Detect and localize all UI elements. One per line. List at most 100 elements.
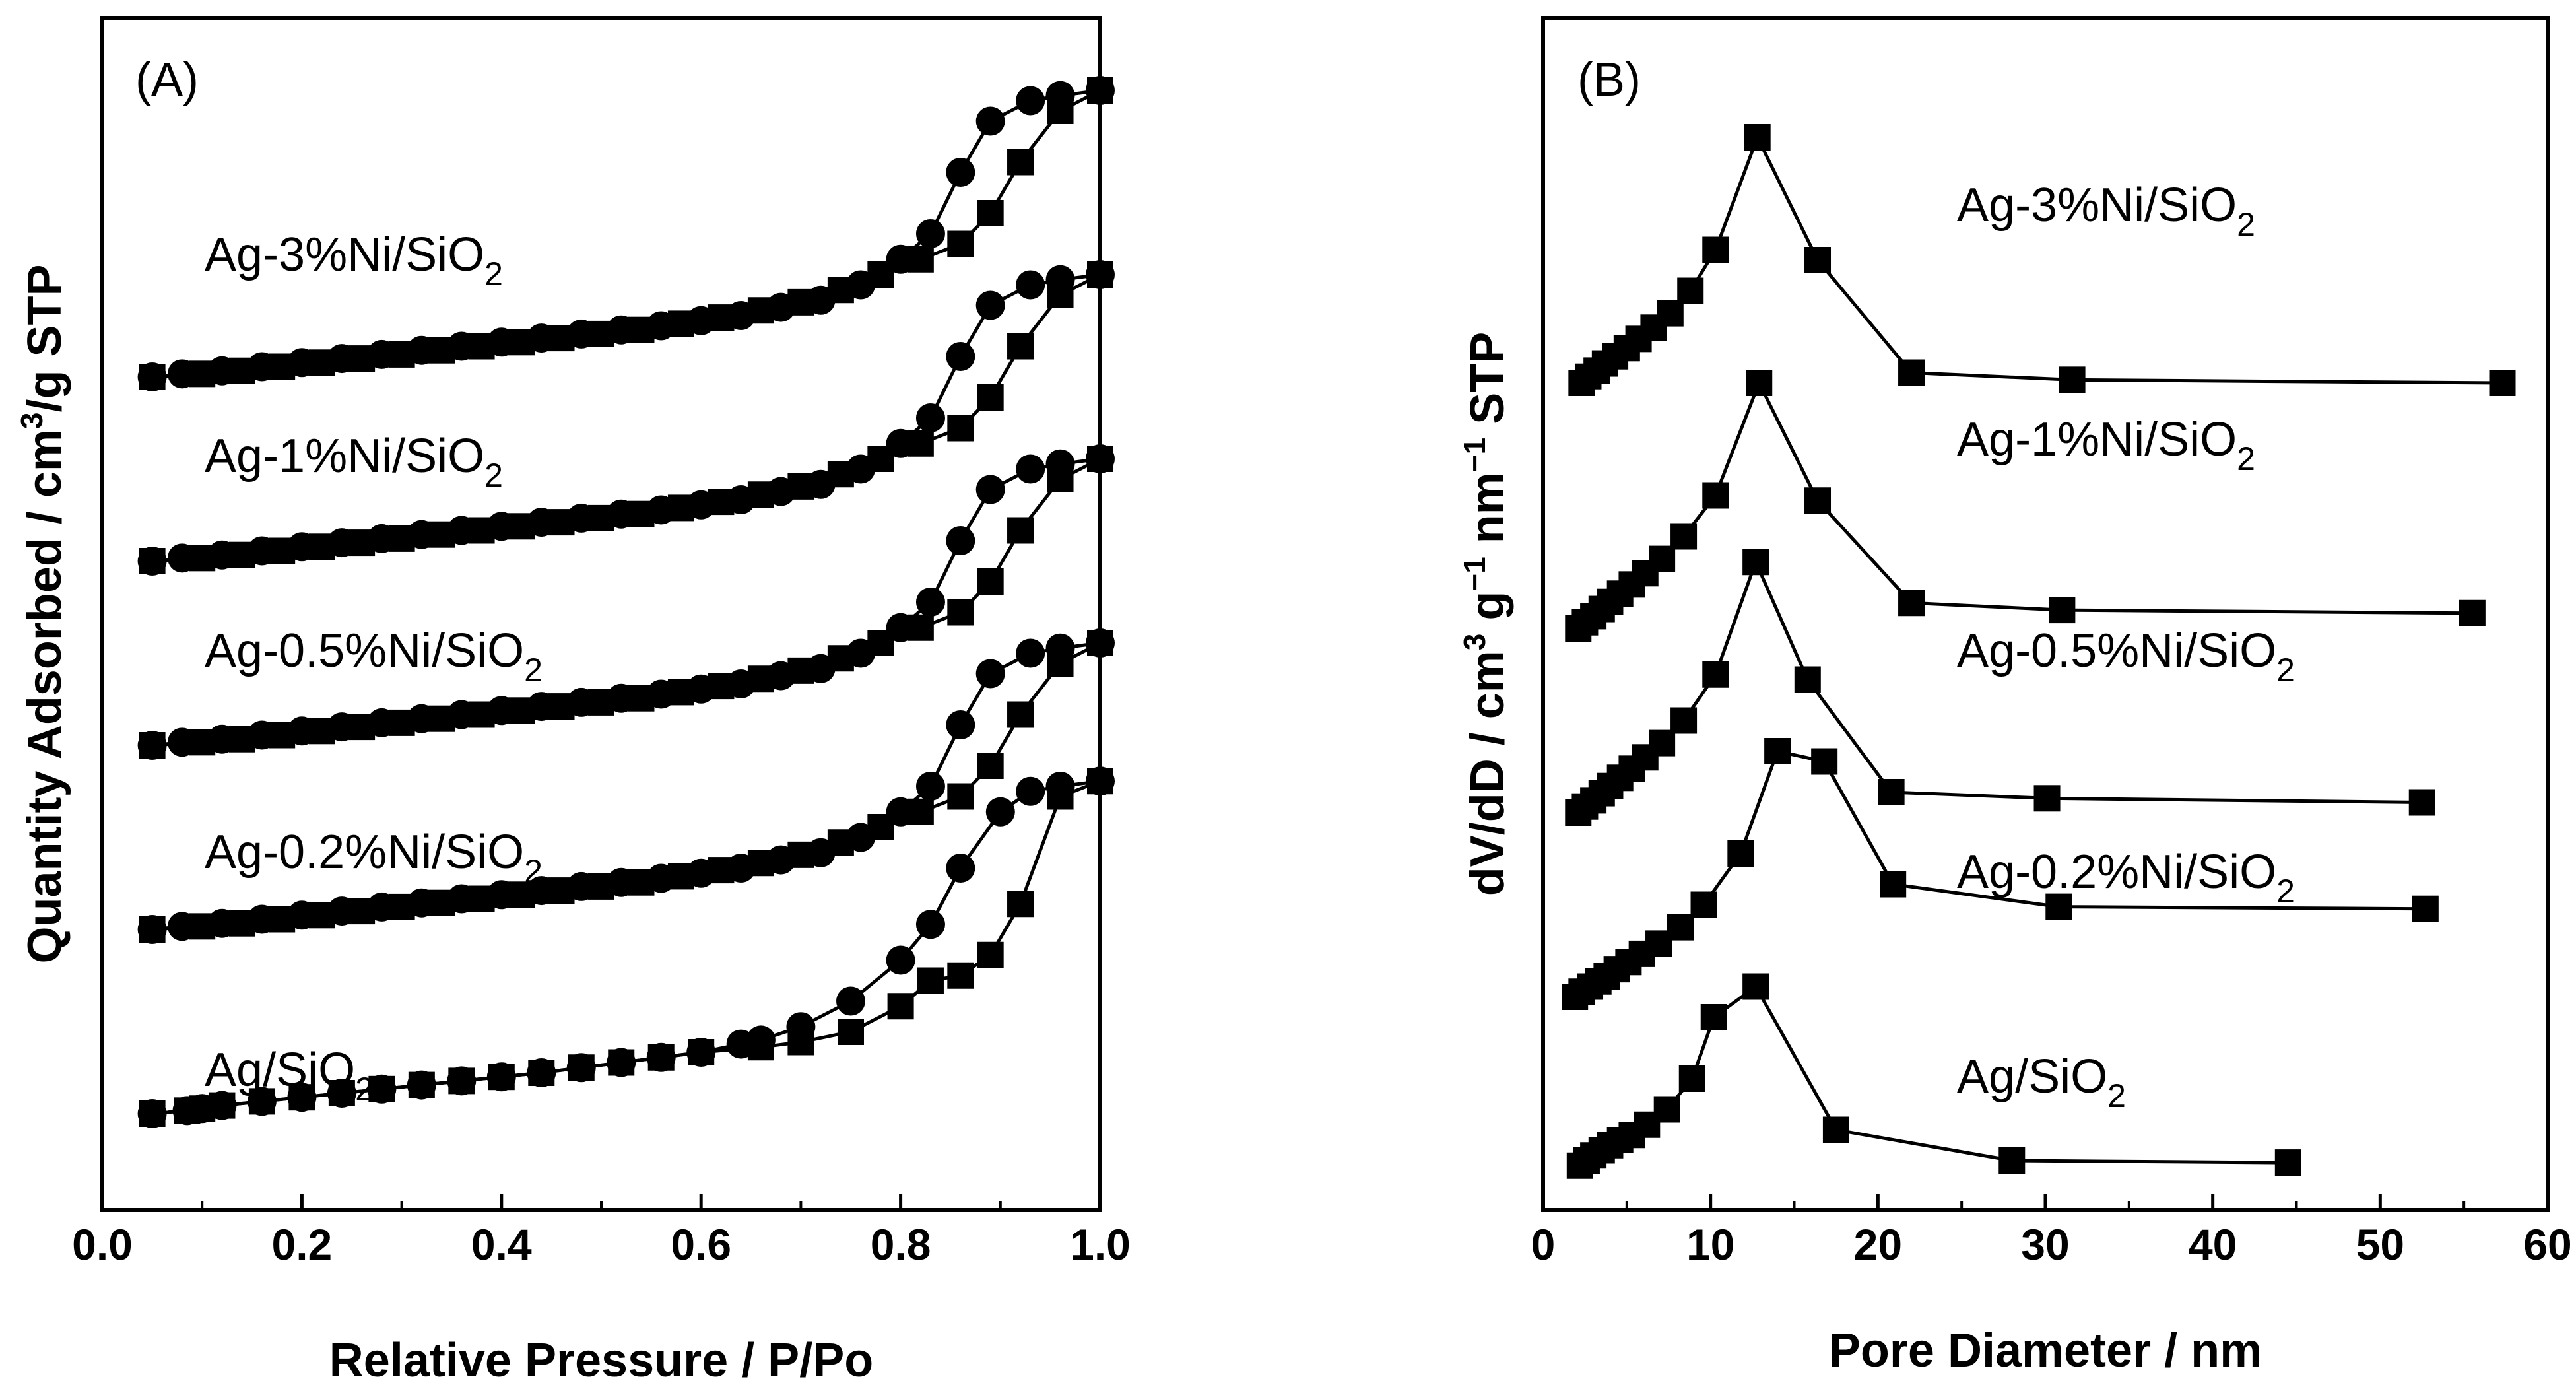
adsorption-point xyxy=(407,704,436,733)
desorption-point xyxy=(1007,333,1034,360)
pore-distribution-point xyxy=(1700,1004,1727,1030)
adsorption-point xyxy=(327,344,356,374)
pore-distribution-point xyxy=(1649,545,1676,572)
panel-b-y-title-a: dV/dD / cm xyxy=(1461,650,1514,896)
adsorption-point xyxy=(566,319,596,349)
adsorption-point xyxy=(367,1074,397,1104)
adsorption-point xyxy=(1045,81,1075,110)
panel-b-series-label-main: Ag-3%Ni/SiO xyxy=(1957,179,2237,232)
desorption-point xyxy=(947,783,974,810)
pore-distribution-point xyxy=(1670,523,1698,550)
adsorption-point xyxy=(367,892,397,922)
pore-distribution-point xyxy=(2049,597,2076,624)
adsorption-point xyxy=(766,477,796,506)
desorption-point xyxy=(947,599,974,626)
adsorption-point xyxy=(946,526,975,555)
adsorption-point xyxy=(1045,633,1075,663)
adsorption-point xyxy=(367,524,397,553)
panel-a: 0.0 0.2 0.4 0.6 0.8 1.0 Ag/SiO2Ag-0.2%Ni/SiO2… xyxy=(15,16,1131,1385)
pore-distribution-point xyxy=(1804,487,1832,514)
panel-a-x-ticks: 0.0 0.2 0.4 0.6 0.8 1.0 xyxy=(72,1194,1131,1269)
panel-a-series-label-main: Ag/SiO xyxy=(205,1044,355,1097)
x-tick-label: 10 xyxy=(1686,1220,1734,1269)
pore-distribution-point xyxy=(1727,840,1754,867)
adsorption-point xyxy=(247,1087,277,1116)
adsorption-point xyxy=(886,244,915,274)
x-tick-label: 0 xyxy=(1531,1220,1556,1269)
adsorption-point xyxy=(407,520,436,549)
panel-b-y-title-b: g xyxy=(1461,591,1514,634)
adsorption-point xyxy=(247,904,277,934)
pore-distribution-point xyxy=(1702,661,1729,688)
pore-distribution-point xyxy=(1811,748,1838,775)
panel-b-y-title-sup2: −1 xyxy=(1457,557,1492,591)
adsorption-point xyxy=(137,731,167,760)
adsorption-point xyxy=(287,1083,317,1112)
adsorption-point xyxy=(915,910,945,939)
adsorption-point xyxy=(946,158,975,187)
pore-distribution-point xyxy=(1764,738,1791,764)
panel-b-series-label: Ag-3%Ni/SiO2 xyxy=(1957,179,2255,243)
panel-b-series-label-main: Ag-0.2%Ni/SiO xyxy=(1957,846,2276,898)
adsorption-point xyxy=(207,1091,237,1120)
panel-a-series-label: Ag-0.2%Ni/SiO2 xyxy=(205,826,543,890)
adsorption-point xyxy=(786,1012,816,1042)
adsorption-point xyxy=(726,301,756,330)
desorption-point xyxy=(887,993,914,1020)
x-tick-label: 0.8 xyxy=(871,1220,931,1269)
adsorption-point xyxy=(686,490,716,520)
desorption-point xyxy=(917,967,944,994)
adsorption-point xyxy=(806,469,836,499)
panel-b-series: Ag/SiO2Ag-0.2%Ni/SiO2Ag-0.5%Ni/SiO2Ag-1%… xyxy=(1562,124,2516,1179)
panel-b-series-label-subscript: 2 xyxy=(2276,873,2295,910)
x-tick-label: 0.0 xyxy=(72,1220,133,1269)
desorption-point xyxy=(977,384,1004,411)
adsorption-point xyxy=(1086,444,1115,473)
adsorption-point xyxy=(946,854,975,883)
adsorption-point xyxy=(137,915,167,944)
adsorption-point xyxy=(327,896,356,926)
adsorption-point xyxy=(985,797,1015,827)
desorption-point xyxy=(977,753,1004,779)
adsorption-point xyxy=(167,727,197,757)
adsorption-point xyxy=(566,1053,596,1083)
adsorption-point xyxy=(1016,638,1045,668)
panel-a-y-title-tail: /g STP xyxy=(18,264,71,412)
pore-distribution-point xyxy=(1690,891,1717,918)
adsorption-point xyxy=(1045,772,1075,801)
adsorption-point xyxy=(846,823,876,852)
panel-b-series-label: Ag-0.5%Ni/SiO2 xyxy=(1957,625,2295,689)
panel-b-series-label-subscript: 2 xyxy=(2276,652,2295,689)
pore-distribution-point xyxy=(1653,1096,1680,1123)
adsorption-point xyxy=(1086,766,1115,796)
panel-b-series-label-main: Ag/SiO xyxy=(1957,1050,2107,1103)
adsorption-point xyxy=(846,270,876,300)
adsorption-point xyxy=(607,1048,636,1077)
pore-distribution-point xyxy=(1742,973,1769,1000)
adsorption-point xyxy=(607,683,636,713)
panel-b: 0 10 20 30 40 50 60 Ag/SiO2Ag-0.2%Ni/SiO2Ag-0.… xyxy=(1457,16,2572,1377)
adsorption-point xyxy=(886,613,915,642)
pore-distribution-point xyxy=(1742,549,1769,576)
panel-a-x-axis-title: Relative Pressure / P/Po xyxy=(329,1334,873,1385)
adsorption-point xyxy=(886,428,915,458)
adsorption-point xyxy=(167,359,197,389)
adsorption-point xyxy=(607,867,636,897)
panel-a-y-title-sup: 3 xyxy=(15,412,49,429)
pore-distribution-point xyxy=(1878,779,1905,805)
adsorption-point xyxy=(646,495,676,525)
adsorption-point xyxy=(367,708,397,737)
adsorption-point xyxy=(726,669,756,698)
adsorption-point xyxy=(726,485,756,514)
adsorption-point xyxy=(846,638,876,668)
x-tick-label: 0.6 xyxy=(671,1220,731,1269)
adsorption-point xyxy=(806,838,836,867)
adsorption-point xyxy=(367,339,397,369)
adsorption-point xyxy=(486,327,516,357)
adsorption-point xyxy=(915,588,945,617)
panel-a-series-label-main: Ag-1%Ni/SiO xyxy=(205,430,484,483)
desorption-point xyxy=(977,568,1004,595)
x-tick-label: 60 xyxy=(2523,1220,2571,1269)
adsorption-point xyxy=(566,503,596,533)
adsorption-point xyxy=(407,888,436,918)
